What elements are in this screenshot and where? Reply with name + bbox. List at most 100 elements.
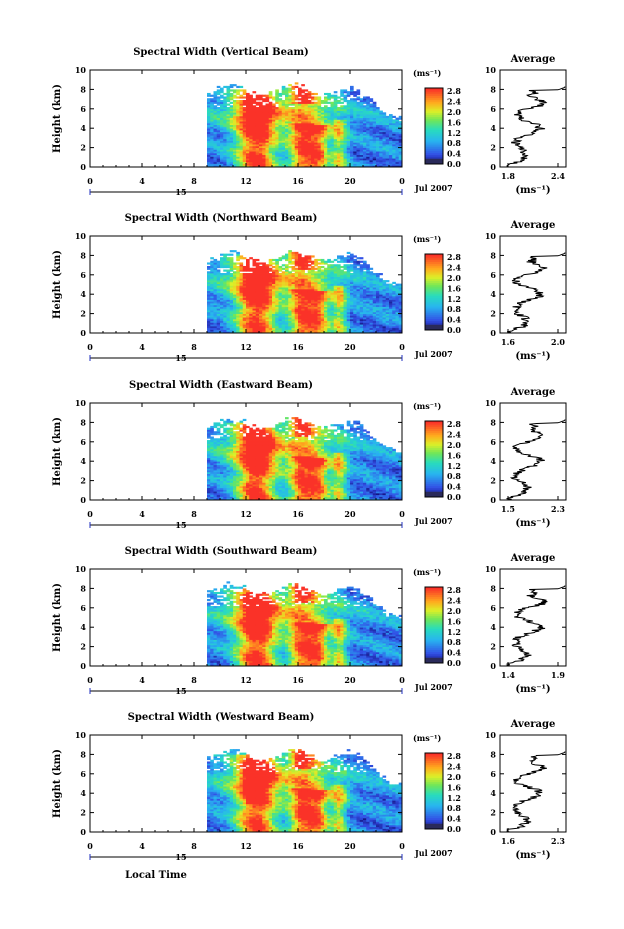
heatmap-cell: [226, 99, 231, 103]
heatmap-cell: [356, 117, 361, 120]
heatmap-cell: [288, 283, 292, 286]
heatmap-cell: [285, 269, 289, 272]
heatmap-cell: [265, 331, 270, 334]
heatmap-cell: [372, 159, 377, 163]
heatmap-cell: [288, 301, 292, 304]
heatmap-cell: [294, 133, 299, 136]
heatmap-cell: [369, 292, 374, 295]
heatmap-cell: [213, 292, 218, 295]
heatmap-cell: [369, 311, 374, 314]
heatmap-cell: [210, 98, 214, 101]
heatmap-cell: [379, 151, 383, 154]
heatmap-cell: [376, 315, 380, 318]
heatmap-cell: [233, 327, 237, 330]
heatmap-cell: [333, 299, 338, 302]
heatmap-cell: [307, 165, 312, 168]
heatmap-cell: [213, 101, 218, 104]
heatmap-cell: [275, 140, 279, 143]
heatmap-cell: [398, 147, 403, 150]
heatmap-cell: [285, 133, 289, 136]
heatmap-cell: [372, 119, 377, 122]
heatmap-cell: [382, 308, 387, 311]
heatmap-cell: [324, 110, 328, 113]
heatmap-cell: [353, 310, 357, 313]
heatmap-cell: [376, 276, 380, 279]
heatmap-cell: [285, 278, 289, 281]
heatmap-cell: [363, 119, 367, 122]
colorbar-segment: [425, 108, 443, 112]
heatmap-cell: [340, 101, 344, 104]
heatmap-cell: [346, 165, 351, 168]
heatmap-cell: [311, 315, 315, 318]
heatmap-cell: [327, 121, 331, 124]
heatmap-cell: [236, 126, 240, 129]
heatmap-cell: [220, 94, 224, 97]
heatmap-cell: [268, 329, 273, 332]
heatmap-cell: [369, 304, 374, 307]
heatmap-cell: [337, 329, 341, 332]
heatmap-cell: [398, 142, 403, 145]
heatmap-cell: [207, 292, 211, 295]
heatmap-cell: [304, 260, 309, 263]
heatmap-cell: [259, 313, 263, 316]
heatmap-cell: [311, 262, 315, 265]
heatmap-cell: [389, 133, 393, 136]
heatmap-cell: [294, 161, 299, 164]
heatmap-cell: [220, 110, 224, 113]
heatmap-cell: [376, 273, 380, 276]
heatmap-cell: [385, 142, 390, 145]
heatmap-cell: [229, 142, 234, 145]
heatmap-cell: [239, 264, 244, 267]
heatmap-cell: [223, 322, 227, 325]
heatmap-cell: [324, 145, 328, 148]
heatmap-cell: [226, 145, 231, 148]
heatmap-cell: [298, 265, 302, 269]
heatmap-cell: [207, 310, 211, 313]
heatmap-cell: [304, 151, 309, 154]
heatmap-cell: [226, 265, 231, 269]
heatmap-cell: [324, 273, 328, 276]
heatmap-cell: [304, 108, 309, 111]
heatmap-cell: [210, 112, 214, 115]
heatmap-cell: [389, 308, 393, 311]
heatmap-cell: [314, 114, 318, 117]
heatmap-cell: [385, 158, 390, 161]
heatmap-cell: [216, 101, 221, 104]
heatmap-cell: [350, 292, 354, 295]
heatmap-cell: [265, 142, 270, 145]
heatmap-cell: [301, 331, 305, 334]
heatmap-cell: [233, 140, 237, 143]
heatmap-cell: [288, 147, 292, 150]
heatmap-cell: [324, 101, 328, 104]
heatmap-cell: [353, 271, 357, 274]
heatmap-cell: [272, 108, 276, 111]
heatmap-cell: [268, 92, 273, 96]
heatmap-cell: [246, 159, 250, 163]
heatmap-cell: [229, 144, 234, 147]
heatmap-cell: [320, 165, 325, 168]
heatmap-cell: [327, 101, 331, 104]
heatmap-cell: [265, 138, 270, 141]
heatmap-cell: [229, 124, 234, 127]
heatmap-cell: [236, 320, 240, 323]
heatmap-cell: [249, 163, 253, 166]
heatmap-cell: [275, 317, 279, 320]
heatmap-cell: [317, 310, 322, 313]
heatmap-cell: [223, 114, 227, 117]
heatmap-cell: [398, 301, 403, 304]
heatmap-cell: [207, 135, 211, 138]
heatmap-cell: [252, 156, 257, 159]
heatmap-cell: [366, 278, 370, 281]
heatmap-cell: [278, 290, 283, 293]
heatmap-cell: [220, 287, 224, 290]
heatmap-cell: [255, 304, 260, 307]
heatmap-cell: [255, 306, 260, 309]
heatmap-cell: [382, 287, 387, 290]
heatmap-cell: [236, 161, 240, 164]
heatmap-cell: [398, 310, 403, 313]
heatmap-cell: [285, 131, 289, 134]
heatmap-cell: [252, 128, 257, 131]
heatmap-cell: [369, 145, 374, 148]
heatmap-cell: [233, 288, 237, 292]
heatmap-cell: [343, 89, 348, 92]
